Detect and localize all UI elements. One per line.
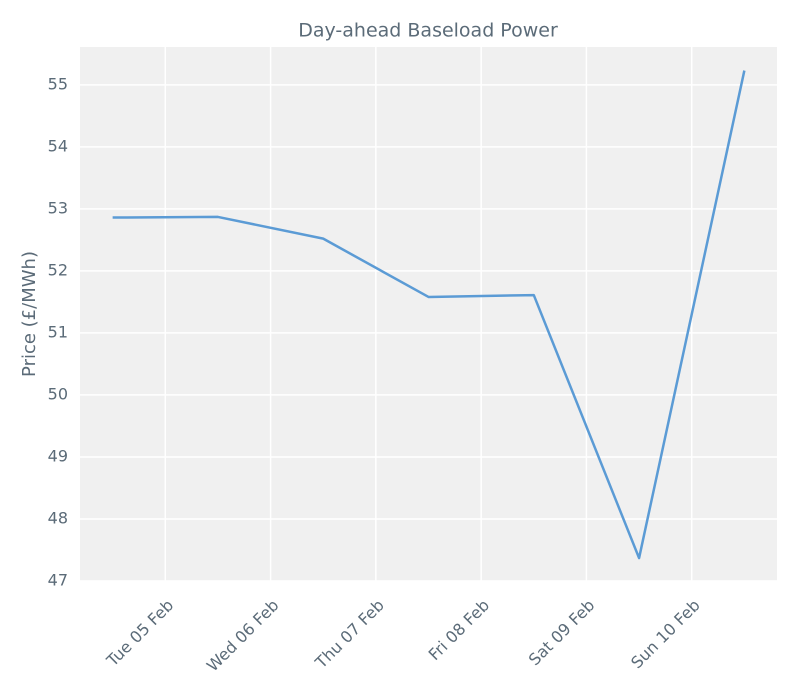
x-tick-label: Sun 10 Feb (627, 596, 704, 673)
y-tick-label: 50 (48, 384, 68, 403)
line (112, 70, 746, 560)
x-tick-label: Tue 05 Feb (102, 596, 177, 671)
x-tick-label: Thu 07 Feb (311, 596, 388, 673)
x-tick-label: Wed 06 Feb (203, 596, 283, 676)
y-tick-label: 53 (48, 198, 68, 217)
x-tick-label: Sat 09 Feb (525, 596, 599, 670)
y-tick-label: 48 (48, 508, 68, 527)
y-axis-label: Price (£/MWh) (19, 251, 40, 377)
y-tick-label: 54 (48, 136, 68, 155)
y-tick-label: 47 (48, 571, 68, 590)
x-tick-label: Fri 08 Feb (425, 596, 494, 665)
plot-area (80, 47, 777, 581)
y-tick-label: 49 (48, 446, 68, 465)
y-tick-label: 55 (48, 74, 68, 93)
y-tick-label: 51 (48, 322, 68, 341)
y-tick-label: 52 (48, 260, 68, 279)
chart-title: Day-ahead Baseload Power (298, 20, 558, 42)
